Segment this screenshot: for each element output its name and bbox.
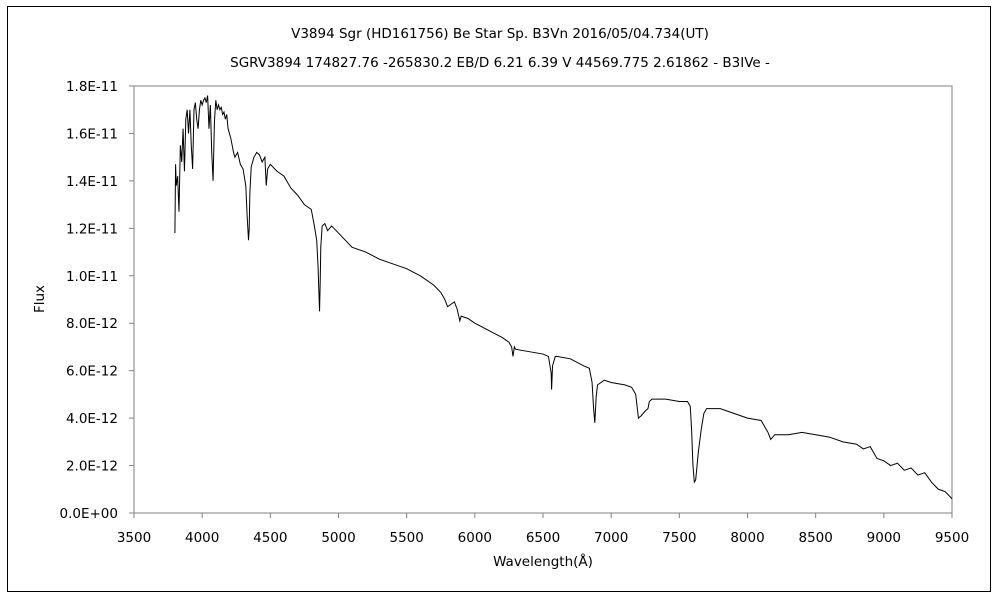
y-tick-label: 0.0E+00 bbox=[60, 506, 119, 522]
x-tick-label: 4500 bbox=[253, 530, 287, 546]
y-tick-label: 1.2E-11 bbox=[66, 221, 118, 237]
x-axis-ticks: 3500 4000 4500 5000 5500 6000 6500 7000 7500 8000… bbox=[117, 513, 969, 546]
y-tick-label: 6.0E-12 bbox=[66, 364, 118, 380]
y-tick-label: 4.0E-12 bbox=[66, 411, 118, 427]
y-tick-label: 2.0E-12 bbox=[66, 459, 118, 475]
y-tick-label: 8.0E-12 bbox=[66, 316, 118, 332]
y-axis-ticks: 0.0E+00 2.0E-12 4.0E-12 6.0E-12 8.0E-12 1.0E-… bbox=[60, 79, 134, 522]
chart-frame bbox=[7, 6, 991, 592]
x-tick-label: 9500 bbox=[935, 530, 969, 546]
x-tick-label: 5500 bbox=[389, 530, 423, 546]
x-tick-label: 6000 bbox=[458, 530, 492, 546]
x-axis-label: Wavelength(Å) bbox=[493, 553, 593, 570]
chart-subtitle: SGRV3894 174827.76 -265830.2 EB/D 6.21 6… bbox=[230, 55, 770, 71]
plot-area bbox=[133, 85, 953, 514]
x-tick-label: 9000 bbox=[867, 530, 901, 546]
x-tick-label: 8000 bbox=[730, 530, 764, 546]
x-tick-label: 7500 bbox=[662, 530, 696, 546]
y-tick-label: 1.0E-11 bbox=[66, 269, 118, 285]
x-tick-label: 6500 bbox=[526, 530, 560, 546]
y-tick-label: 1.8E-11 bbox=[66, 79, 118, 95]
x-tick-label: 5000 bbox=[321, 530, 355, 546]
spectrum-line bbox=[174, 95, 953, 500]
chart-title: V3894 Sgr (HD161756) Be Star Sp. B3Vn 20… bbox=[291, 26, 709, 42]
y-tick-label: 1.4E-11 bbox=[66, 174, 118, 190]
y-tick-label: 1.6E-11 bbox=[66, 126, 118, 142]
x-tick-label: 8500 bbox=[798, 530, 832, 546]
x-tick-label: 7000 bbox=[594, 530, 628, 546]
x-tick-label: 4000 bbox=[185, 530, 219, 546]
x-tick-label: 3500 bbox=[117, 530, 151, 546]
y-axis-label: Flux bbox=[32, 285, 48, 313]
